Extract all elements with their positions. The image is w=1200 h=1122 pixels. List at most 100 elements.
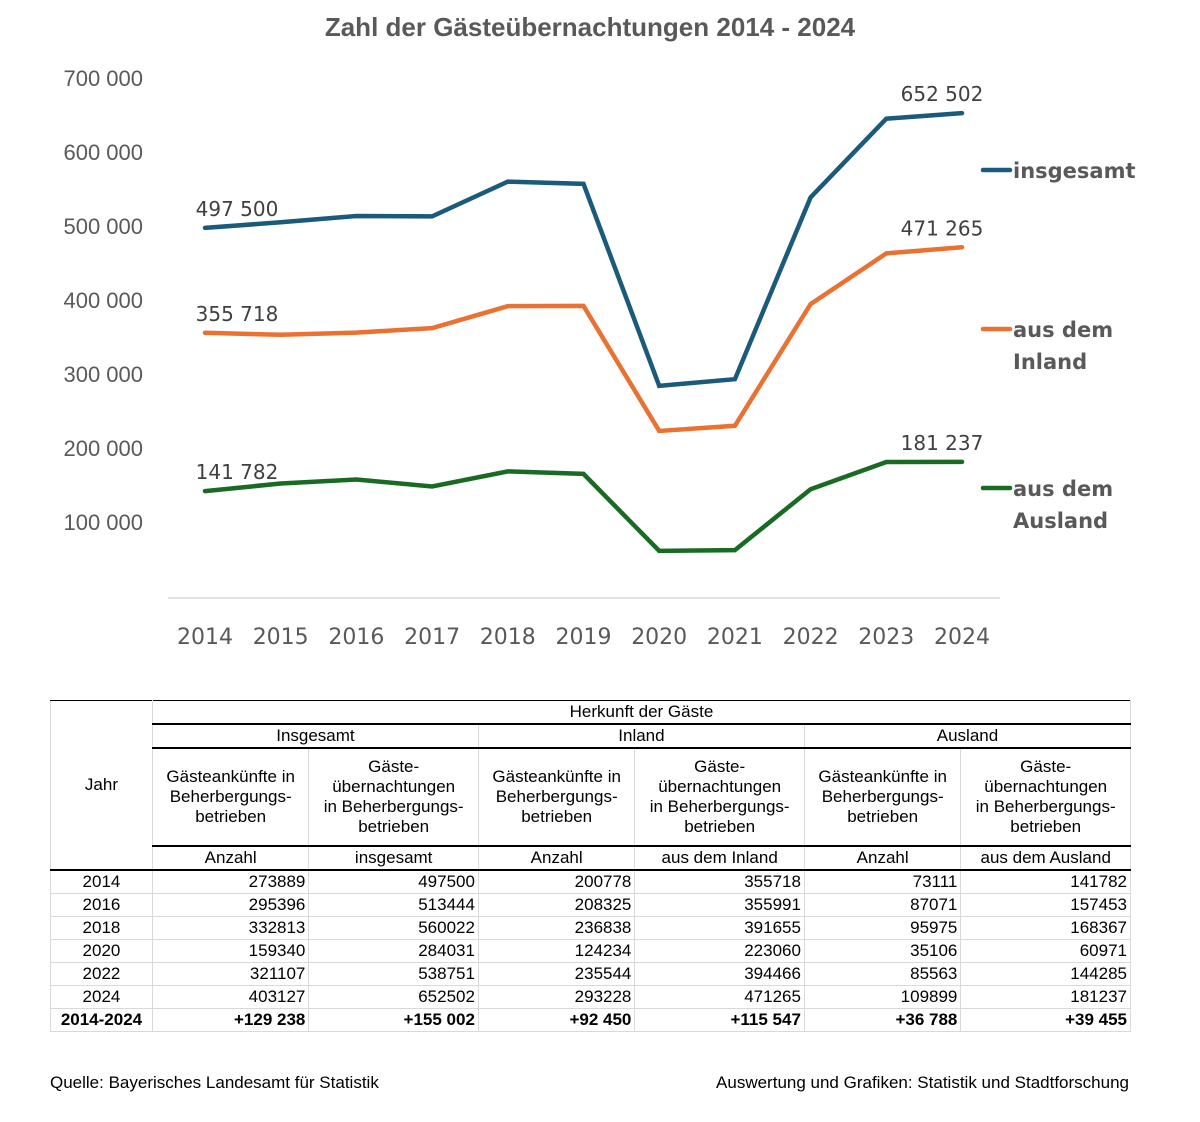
year-cell: 2020: [50, 939, 153, 963]
y-tick-label: 300 000: [63, 362, 143, 387]
value-cell: 332813: [151, 916, 310, 940]
legend-item: aus dem Ausland: [980, 477, 1113, 533]
column-header-line: betrieben: [1010, 817, 1082, 836]
data-label: 471 265: [901, 216, 984, 240]
value-cell: 60971: [960, 939, 1131, 963]
value-cell: 394466: [634, 962, 805, 986]
legend-item: aus dem Inland: [980, 318, 1113, 374]
column-header-line: Gäste-: [694, 757, 746, 776]
value-cell: +36 788: [803, 1008, 962, 1032]
unit-header: aus dem Ausland: [960, 845, 1131, 871]
x-tick-label: 2017: [404, 625, 460, 650]
value-cell: 652502: [308, 985, 479, 1009]
jahr-header: Jahr: [50, 700, 153, 871]
data-table: Jahr Herkunft der Gäste Insgesamt Inland…: [50, 700, 1132, 1032]
value-cell: 295396: [151, 893, 310, 917]
x-tick-label: 2018: [480, 625, 536, 650]
value-cell: 109899: [803, 985, 962, 1009]
column-header-line: in Beherbergungs-: [323, 797, 464, 816]
y-tick-label: 500 000: [63, 214, 143, 239]
value-cell: 321107: [151, 962, 310, 986]
value-cell: 35106: [803, 939, 962, 963]
column-header: Gäste-übernachtungen in Beherbergungs-bet…: [634, 747, 805, 847]
series-line-aus-dem-inland: [202, 245, 965, 434]
value-cell: 87071: [803, 893, 962, 917]
column-header-line: betrieben: [684, 817, 756, 836]
legend-label: aus dem: [1013, 318, 1113, 342]
column-header-line: Gästeankünfte in: [818, 767, 947, 786]
value-cell: 471265: [634, 985, 805, 1009]
data-label: 497 500: [196, 197, 279, 221]
data-label: 652 502: [901, 82, 984, 106]
value-cell: 235544: [477, 962, 636, 986]
y-tick-label: 600 000: [63, 140, 143, 165]
x-tick-label: 2016: [328, 625, 384, 650]
x-tick-label: 2019: [556, 625, 612, 650]
column-header-line: Gäste-: [1020, 757, 1072, 776]
legend-label: Ausland: [1013, 509, 1108, 533]
column-header-line: betrieben: [195, 807, 267, 826]
value-cell: 538751: [308, 962, 479, 986]
column-header-line: übernachtungen: [332, 777, 456, 796]
column-header-line: betrieben: [847, 807, 919, 826]
table-row: 2014 273889 497500 200778 355718 73111 141782: [50, 869, 1131, 894]
column-header-line: Beherbergungs-: [821, 787, 944, 806]
unit-header: Anzahl: [151, 845, 310, 871]
column-header-line: betrieben: [521, 807, 593, 826]
data-label: 141 782: [196, 460, 279, 484]
legend-label: Inland: [1013, 350, 1087, 374]
group-inland: Inland: [477, 723, 805, 749]
group-ausland: Ausland: [803, 723, 1132, 749]
value-cell: 355991: [634, 893, 805, 917]
value-cell: 208325: [477, 893, 636, 917]
y-tick-label: 400 000: [63, 288, 143, 313]
value-cell: +129 238: [151, 1008, 310, 1032]
line-chart: 100 000 200 000 300 000 400 000 500 000 600 0…: [63, 66, 1136, 650]
year-cell: 2024: [50, 985, 153, 1009]
value-cell: 95975: [803, 916, 962, 940]
data-label: 355 718: [196, 302, 279, 326]
value-cell: 236838: [477, 916, 636, 940]
column-header-line: übernachtungen: [984, 777, 1108, 796]
column-header-line: Gästeankünfte in: [166, 767, 295, 786]
column-header-line: Gäste-: [368, 757, 420, 776]
value-cell: 513444: [308, 893, 479, 917]
x-tick-label: 2014: [177, 625, 233, 650]
year-cell: 2014: [50, 869, 153, 894]
column-header-line: Gästeankünfte in: [492, 767, 621, 786]
column-header-line: übernachtungen: [658, 777, 782, 796]
value-cell: 560022: [308, 916, 479, 940]
unit-header: aus dem Inland: [634, 845, 805, 871]
value-cell: 284031: [308, 939, 479, 963]
credit-note: Auswertung und Grafiken: Statistik und S…: [716, 1073, 1129, 1092]
year-cell: 2022: [50, 962, 153, 986]
group-header: Herkunft der Gäste: [151, 700, 1132, 725]
unit-header: Anzahl: [477, 845, 636, 871]
legend: insgesamt aus dem Inland aus dem Ausland: [980, 159, 1136, 533]
value-cell: 159340: [151, 939, 310, 963]
column-header: Gästeankünfte in Beherbergungs-betrieben: [803, 747, 962, 847]
value-cell: 223060: [634, 939, 805, 963]
value-cell: 144285: [960, 962, 1131, 986]
value-cell: 403127: [151, 985, 310, 1009]
column-header-line: Beherbergungs-: [495, 787, 618, 806]
value-cell: 293228: [477, 985, 636, 1009]
table-row: 2016 295396 513444 208325 355991 87071 157453: [50, 893, 1131, 917]
y-tick-label: 200 000: [63, 436, 143, 461]
x-tick-label: 2024: [934, 625, 990, 650]
column-header-line: in Beherbergungs-: [649, 797, 790, 816]
value-cell: 200778: [477, 869, 636, 894]
value-cell: 124234: [477, 939, 636, 963]
table-row: 2022 321107 538751 235544 394466 85563 144285: [50, 962, 1131, 986]
value-cell: 497500: [308, 869, 479, 894]
value-cell: 355718: [634, 869, 805, 894]
data-labels: 497 500 652 502 355 718 471 265 141 782 181 2…: [196, 82, 984, 484]
series-group: [202, 110, 965, 554]
year-cell: 2016: [50, 893, 153, 917]
value-cell: 73111: [803, 869, 962, 894]
value-cell: 85563: [803, 962, 962, 986]
year-cell: 2014-2024: [50, 1008, 153, 1032]
value-cell: +115 547: [634, 1008, 805, 1032]
column-header: Gästeankünfte in Beherbergungs-betrieben: [151, 747, 310, 847]
chart-title: Zahl der Gästeübernachtungen 2014 - 2024: [324, 12, 856, 42]
